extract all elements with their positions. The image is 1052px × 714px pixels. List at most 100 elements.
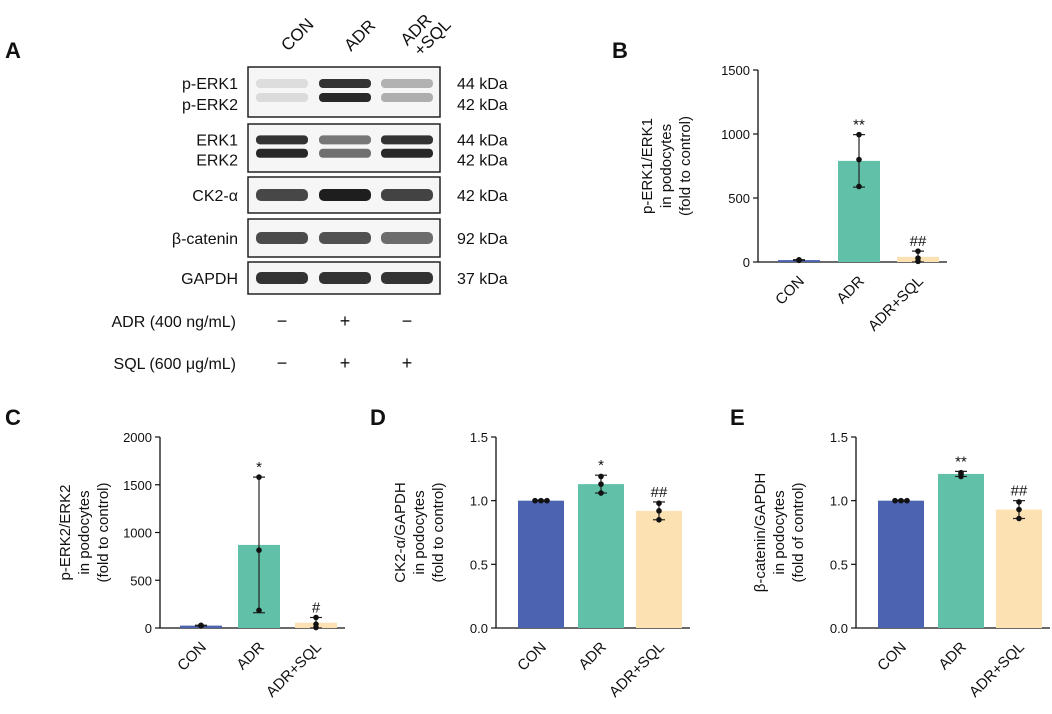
data-point	[313, 621, 319, 627]
mw-label: 44 kDa	[457, 132, 508, 149]
blot-row: β-catenin 92 kDa	[172, 218, 508, 258]
x-tick-label: ADR+SQL	[263, 639, 325, 701]
protein-label: CK2-α	[192, 188, 238, 205]
significance-marker: ##	[1011, 483, 1028, 500]
data-point	[198, 622, 204, 629]
treatment-sign: +	[340, 311, 351, 331]
significance-marker: *	[598, 457, 604, 474]
y-axis-label: CK2-α/GAPDH	[392, 482, 409, 582]
y-tick-label: 1.5	[830, 430, 848, 445]
data-point	[544, 497, 550, 504]
blot-band	[381, 272, 433, 284]
data-point	[256, 474, 262, 480]
data-point	[532, 497, 538, 504]
chart-panel-b: Bp-ERK1/ERK1 in podocytes (fold to control…	[612, 38, 947, 335]
y-tick-label: 0.5	[830, 557, 848, 572]
x-tick-label: ADR+SQL	[966, 639, 1028, 701]
lane-header-line: CON	[277, 15, 317, 55]
y-tick-label: 1.0	[470, 494, 488, 509]
y-tick-label: 500	[130, 573, 152, 588]
lane-header-line: ADR	[340, 16, 379, 55]
treatment-label: SQL (600 μg/mL)	[114, 356, 236, 373]
data-point	[892, 497, 898, 504]
panel-letter: E	[730, 405, 745, 430]
treatment-sign: −	[277, 311, 288, 331]
data-point	[915, 255, 921, 261]
blot-band	[381, 189, 433, 201]
data-point	[598, 473, 604, 480]
x-tick-label: CON	[874, 639, 910, 675]
y-axis-label: in podocytes	[76, 490, 93, 574]
treatment-sign: −	[402, 311, 413, 331]
panel-letter-a: A	[5, 38, 21, 63]
data-point	[538, 497, 544, 504]
treatment-sign: +	[340, 353, 351, 373]
mw-label: 92 kDa	[457, 231, 508, 248]
blot-band	[381, 232, 433, 244]
bar	[578, 484, 624, 628]
blot-band	[319, 189, 371, 201]
data-point	[904, 497, 910, 504]
y-tick-label: 0	[145, 621, 152, 636]
blot-row: p-ERK1 p-ERK2 44 kDa 42 kDa	[182, 66, 508, 118]
x-tick-label: ADR+SQL	[865, 273, 927, 335]
blot-band	[381, 79, 433, 88]
y-axis-label: β-catenin/GAPDH	[752, 473, 769, 593]
y-tick-label: 1.0	[830, 494, 848, 509]
data-point	[1016, 506, 1022, 513]
treatment-row: SQL (600 μg/mL) − + +	[114, 353, 413, 373]
y-axis-label: in podocytes	[411, 490, 428, 574]
data-point	[898, 497, 904, 504]
lane-header: ADR	[340, 16, 379, 55]
y-axis-label: in podocytes	[658, 124, 675, 208]
x-tick-label: ADR	[935, 639, 970, 674]
lane-header: CON	[277, 15, 317, 55]
blot-band	[381, 135, 433, 145]
significance-marker: ##	[910, 233, 927, 250]
blot-frame	[247, 123, 441, 173]
data-point	[656, 516, 662, 523]
chart-panel-e: Eβ-catenin/GAPDH in podocytes (fold of con…	[730, 405, 1050, 701]
blot-row: CK2-α 42 kDa	[192, 176, 508, 214]
y-tick-label: 1000	[721, 127, 750, 142]
y-tick-label: 1.5	[470, 430, 488, 445]
protein-label: p-ERK1	[182, 76, 238, 93]
y-axis-label: (fold of control)	[790, 482, 807, 582]
mw-label: 44 kDa	[457, 76, 508, 93]
mw-label: 37 kDa	[457, 271, 508, 288]
y-tick-label: 0.5	[470, 557, 488, 572]
y-axis-label: (fold to control)	[677, 116, 694, 216]
y-axis-label: (fold to control)	[430, 482, 447, 582]
x-tick-label: ADR+SQL	[606, 639, 668, 701]
significance-marker: **	[955, 453, 967, 470]
protein-label: ERK2	[196, 153, 238, 170]
data-point	[915, 248, 921, 254]
mw-label: 42 kDa	[457, 153, 508, 170]
blot-row: ERK1 ERK2 44 kDa 42 kDa	[196, 123, 508, 173]
bar	[878, 500, 924, 628]
significance-marker: **	[853, 117, 865, 134]
blot-band	[256, 148, 308, 158]
blot-band	[256, 232, 308, 244]
x-tick-label: ADR	[833, 273, 868, 308]
data-point	[256, 607, 262, 614]
data-point	[656, 508, 662, 514]
data-point	[1016, 515, 1022, 522]
significance-marker: *	[256, 459, 262, 476]
blot-band	[319, 272, 371, 284]
bar	[938, 473, 984, 628]
bar	[996, 509, 1042, 628]
blot-band	[319, 148, 371, 158]
blot-band	[381, 148, 433, 158]
blot-band	[256, 93, 308, 102]
data-point	[656, 500, 662, 507]
data-point	[796, 257, 802, 263]
y-axis-label: (fold to control)	[95, 482, 112, 582]
bar	[518, 500, 564, 628]
treatment-label: ADR (400 ng/mL)	[112, 314, 237, 331]
x-tick-label: CON	[514, 639, 550, 675]
y-tick-label: 1000	[123, 526, 152, 541]
data-point	[856, 131, 862, 138]
